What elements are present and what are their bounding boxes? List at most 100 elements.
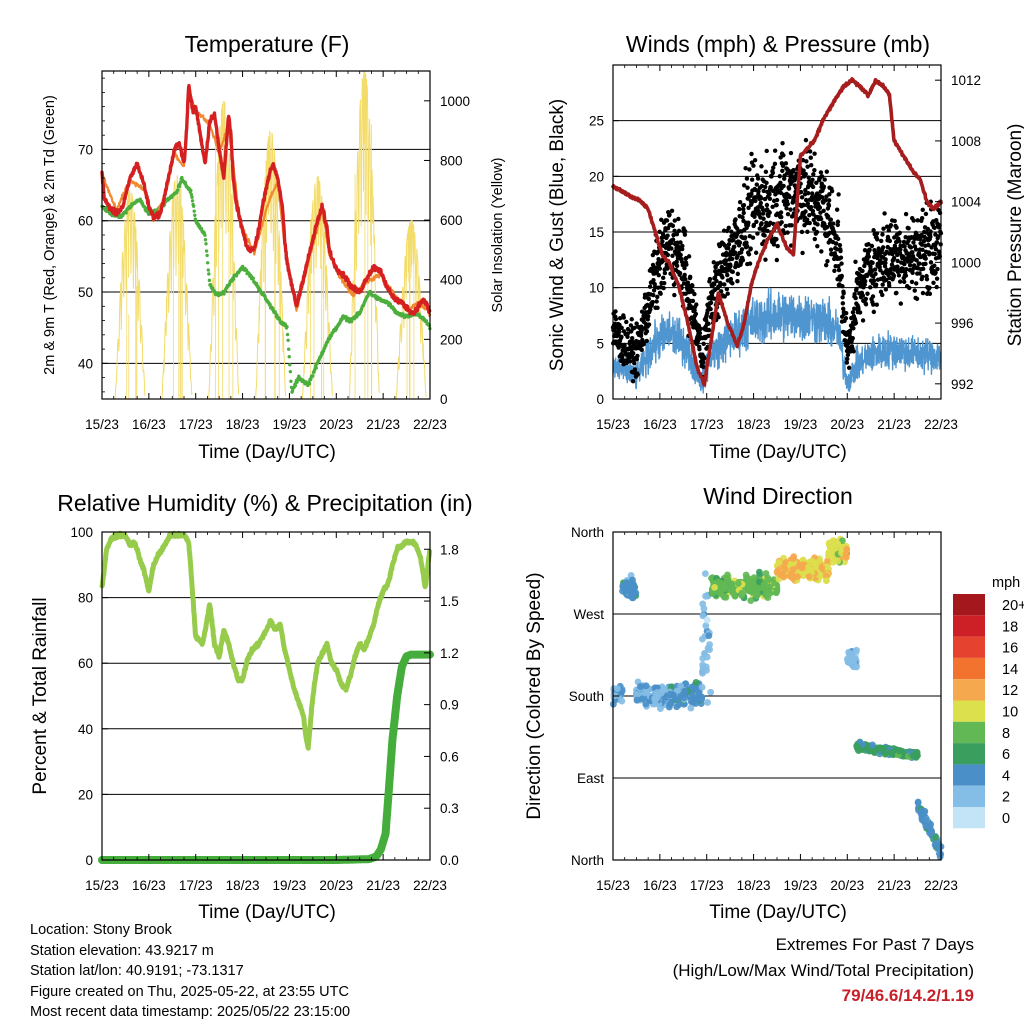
temperature-ylabel: 2m & 9m T (Red, Orange) & 2m Td (Green) xyxy=(42,95,58,375)
gust-point xyxy=(737,206,742,212)
direction-point xyxy=(624,587,632,595)
y-right-tick-label: 0.3 xyxy=(440,801,459,816)
gust-point xyxy=(613,309,618,314)
y-tick-label: North xyxy=(571,525,604,540)
direction-point xyxy=(798,564,806,572)
gust-point xyxy=(847,328,853,334)
gust-point xyxy=(759,196,764,201)
x-tick-label: 19/23 xyxy=(784,878,818,893)
gust-point xyxy=(919,232,924,238)
colorbar-swatch xyxy=(953,636,985,658)
gust-point xyxy=(910,270,915,275)
gust-point xyxy=(764,180,769,186)
gust-point xyxy=(749,191,754,197)
gust-point xyxy=(632,367,638,372)
gust-point xyxy=(629,317,634,322)
gust-point xyxy=(739,247,745,252)
direction-point xyxy=(699,600,707,608)
direction-point xyxy=(846,656,853,664)
gust-point xyxy=(870,260,875,266)
gust-point xyxy=(891,273,897,278)
colorbar-label: 6 xyxy=(1002,747,1010,763)
gust-point xyxy=(889,262,895,267)
dewpoint-point xyxy=(424,319,429,323)
extremes-values: 79/46.6/14.2/1.19 xyxy=(841,986,974,1005)
gust-point xyxy=(655,294,660,300)
gust-point xyxy=(787,194,792,200)
gust-point xyxy=(672,292,677,298)
direction-point xyxy=(780,563,788,571)
gust-point xyxy=(920,247,925,253)
gust-point xyxy=(741,202,747,208)
gust-point xyxy=(810,177,815,183)
gust-point xyxy=(667,212,672,217)
x-tick-label: 21/23 xyxy=(877,878,911,893)
y-right-tick-label: 1.8 xyxy=(440,542,459,557)
direction-point xyxy=(692,679,700,686)
gust-point xyxy=(672,228,677,234)
gust-point xyxy=(824,194,829,199)
gust-point xyxy=(768,185,773,190)
gust-point xyxy=(621,315,626,320)
gust-point xyxy=(665,252,671,258)
gust-point xyxy=(841,291,846,296)
dewpoint-point xyxy=(285,332,290,337)
y-right-tick-label: 0 xyxy=(440,392,448,407)
x-tick-label: 17/23 xyxy=(179,878,213,893)
gust-point xyxy=(747,167,752,172)
dewpoint-point xyxy=(204,242,208,246)
x-tick-label: 19/23 xyxy=(273,878,307,893)
gust-point xyxy=(839,261,844,266)
temperature-plot: 40 50 60 70 0 200 400 600 800 1000 15/23 16/23 17/23… xyxy=(78,70,470,432)
gust-point xyxy=(803,209,808,214)
gust-point xyxy=(894,290,899,296)
x-tick-label: 15/23 xyxy=(85,878,119,893)
gust-point xyxy=(729,256,735,262)
gust-point xyxy=(774,197,780,203)
gust-point xyxy=(834,241,839,246)
gust-point xyxy=(765,228,770,234)
gust-point xyxy=(903,273,909,278)
gust-point xyxy=(677,270,683,276)
gust-point xyxy=(684,262,689,267)
direction-point xyxy=(842,550,850,558)
wind-direction-panel: Wind Direction North East South West North 15… xyxy=(524,483,1024,923)
direction-point xyxy=(766,589,774,597)
gust-point xyxy=(803,197,809,203)
gust-point xyxy=(934,276,940,281)
direction-point xyxy=(724,575,732,583)
gust-point xyxy=(843,316,849,321)
gust-point xyxy=(840,295,845,300)
direction-point xyxy=(789,566,797,573)
gust-point xyxy=(646,322,652,327)
gust-point xyxy=(758,200,764,206)
gust-point xyxy=(872,267,878,272)
direction-point xyxy=(755,568,763,576)
wind-direction-ylabel: Direction (Colored By Speed) xyxy=(524,572,545,819)
gust-point xyxy=(875,255,880,261)
gust-point xyxy=(887,283,892,288)
gust-point xyxy=(641,341,646,347)
gust-point xyxy=(752,214,757,219)
gust-point xyxy=(914,281,919,286)
x-tick-label: 15/23 xyxy=(85,417,119,432)
x-tick-label: 16/23 xyxy=(643,878,677,893)
dewpoint-point xyxy=(290,388,295,393)
gust-point xyxy=(697,330,703,336)
dewpoint-point xyxy=(311,374,315,378)
gust-point xyxy=(725,291,730,296)
gust-point xyxy=(811,172,816,177)
gust-point xyxy=(660,275,666,281)
gust-point xyxy=(819,249,824,254)
gust-point xyxy=(826,198,832,203)
y-right-tick-label: 0.9 xyxy=(440,698,459,713)
gust-point xyxy=(912,288,917,293)
gust-point xyxy=(754,182,760,187)
gust-point xyxy=(907,285,912,291)
wind-direction-colorbar: mph 20+ 18 16 14 12 10 8 6 4 2 0 xyxy=(953,575,1024,829)
direction-point xyxy=(703,616,711,624)
winds-title: Winds (mph) & Pressure (mb) xyxy=(626,31,930,57)
plot-frame xyxy=(101,531,431,861)
gust-point xyxy=(767,192,772,197)
gust-point xyxy=(650,299,655,305)
